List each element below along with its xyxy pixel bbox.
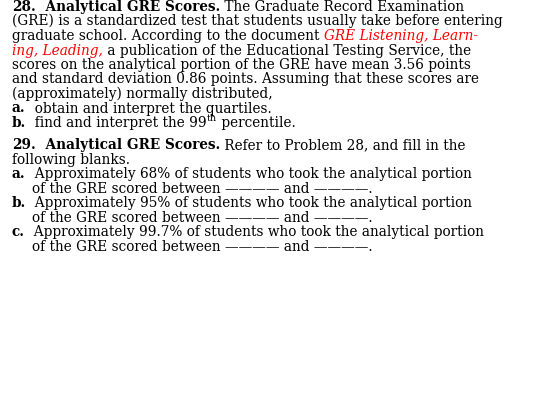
Text: of the GRE scored between ———— and ————.: of the GRE scored between ———— and ————. [32, 211, 373, 225]
Text: of the GRE scored between ———— and ————.: of the GRE scored between ———— and ————. [32, 240, 373, 254]
Text: th: th [207, 115, 217, 123]
Text: GRE Listening, Learn-: GRE Listening, Learn- [324, 29, 478, 43]
Text: Analytical GRE Scores.: Analytical GRE Scores. [36, 0, 220, 14]
Text: a.: a. [12, 168, 25, 182]
Text: obtain and interpret the quartiles.: obtain and interpret the quartiles. [25, 101, 272, 115]
Text: of the GRE scored between ———— and ————.: of the GRE scored between ———— and ————. [32, 182, 373, 196]
Text: (GRE) is a standardized test that students usually take before entering: (GRE) is a standardized test that studen… [12, 14, 503, 28]
Text: The Graduate Record Examination: The Graduate Record Examination [220, 0, 464, 14]
Text: and standard deviation 0.86 points. Assuming that these scores are: and standard deviation 0.86 points. Assu… [12, 73, 479, 87]
Text: Refer to Problem 28, and fill in the: Refer to Problem 28, and fill in the [220, 138, 465, 152]
Text: b.: b. [12, 196, 26, 211]
Text: 28.: 28. [12, 0, 36, 14]
Text: a.: a. [12, 101, 25, 115]
Text: b.: b. [12, 116, 26, 130]
Text: c.: c. [12, 225, 25, 239]
Text: 29.: 29. [12, 138, 36, 152]
Text: Analytical GRE Scores.: Analytical GRE Scores. [36, 138, 220, 152]
Text: find and interpret the 99: find and interpret the 99 [26, 116, 207, 130]
Text: ing, Leading,: ing, Leading, [12, 43, 103, 57]
Text: scores on the analytical portion of the GRE have mean 3.56 points: scores on the analytical portion of the … [12, 58, 471, 72]
Text: Approximately 99.7% of students who took the analytical portion: Approximately 99.7% of students who took… [25, 225, 484, 239]
Text: Approximately 68% of students who took the analytical portion: Approximately 68% of students who took t… [25, 168, 471, 182]
Text: Approximately 95% of students who took the analytical portion: Approximately 95% of students who took t… [26, 196, 472, 211]
Text: graduate school. According to the document: graduate school. According to the docume… [12, 29, 324, 43]
Text: percentile.: percentile. [217, 116, 296, 130]
Text: following blanks.: following blanks. [12, 153, 130, 167]
Text: (approximately) normally distributed,: (approximately) normally distributed, [12, 87, 273, 101]
Text: a publication of the Educational Testing Service, the: a publication of the Educational Testing… [103, 43, 471, 57]
